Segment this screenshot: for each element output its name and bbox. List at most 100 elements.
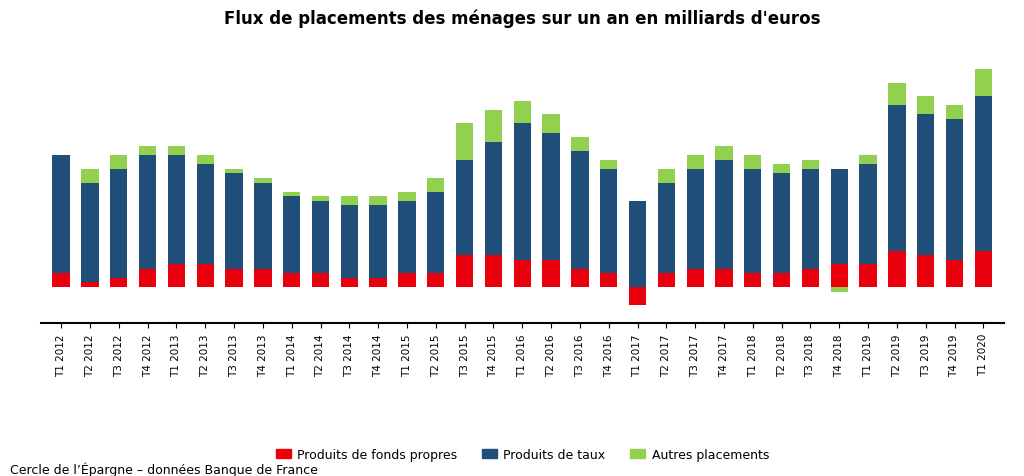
Bar	[81, 183, 98, 283]
Bar	[744, 156, 762, 169]
Bar	[571, 138, 589, 151]
Bar	[139, 156, 157, 269]
Text: Cercle de l’Épargne – données Banque de France: Cercle de l’Épargne – données Banque de …	[10, 462, 318, 476]
Bar	[168, 156, 185, 265]
Bar	[802, 160, 819, 169]
Bar	[225, 174, 243, 269]
Bar	[773, 274, 791, 288]
Bar	[81, 169, 98, 183]
Bar	[254, 178, 271, 183]
Bar	[744, 274, 762, 288]
Bar	[427, 274, 444, 288]
Bar	[312, 201, 329, 274]
Bar	[686, 169, 703, 269]
Bar	[514, 260, 530, 288]
Bar	[830, 169, 848, 265]
Bar	[427, 178, 444, 192]
Bar	[398, 192, 416, 201]
Bar	[168, 147, 185, 156]
Bar	[283, 274, 300, 288]
Bar	[686, 156, 703, 169]
Bar	[571, 151, 589, 269]
Bar	[398, 274, 416, 288]
Bar	[802, 169, 819, 269]
Bar	[370, 206, 387, 278]
Bar	[600, 169, 617, 274]
Bar	[514, 101, 530, 124]
Bar	[773, 165, 791, 174]
Bar	[918, 115, 934, 256]
Bar	[484, 256, 502, 288]
Bar	[918, 256, 934, 288]
Bar	[629, 201, 646, 288]
Bar	[657, 183, 675, 274]
Bar	[975, 251, 992, 288]
Bar	[197, 265, 214, 288]
Bar	[918, 97, 934, 115]
Bar	[484, 142, 502, 256]
Bar	[370, 278, 387, 288]
Bar	[341, 197, 358, 206]
Bar	[657, 274, 675, 288]
Bar	[830, 288, 848, 292]
Bar	[600, 160, 617, 169]
Bar	[946, 106, 964, 119]
Bar	[629, 288, 646, 306]
Bar	[975, 70, 992, 97]
Bar	[744, 169, 762, 274]
Legend: Produits de fonds propres, Produits de taux, Autres placements: Produits de fonds propres, Produits de t…	[270, 443, 774, 466]
Bar	[341, 278, 358, 288]
Bar	[111, 278, 127, 288]
Bar	[716, 147, 732, 160]
Bar	[139, 269, 157, 288]
Bar	[716, 269, 732, 288]
Bar	[888, 83, 905, 106]
Bar	[514, 124, 530, 260]
Bar	[197, 156, 214, 165]
Bar	[139, 147, 157, 156]
Bar	[888, 251, 905, 288]
Bar	[456, 160, 473, 256]
Bar	[456, 256, 473, 288]
Bar	[111, 169, 127, 278]
Bar	[398, 201, 416, 274]
Bar	[859, 156, 877, 165]
Bar	[456, 124, 473, 160]
Bar	[254, 183, 271, 269]
Bar	[52, 156, 70, 274]
Bar	[543, 115, 560, 133]
Bar	[168, 265, 185, 288]
Bar	[341, 206, 358, 278]
Bar	[427, 192, 444, 274]
Bar	[946, 260, 964, 288]
Bar	[81, 283, 98, 288]
Bar	[946, 119, 964, 260]
Bar	[254, 269, 271, 288]
Bar	[716, 160, 732, 269]
Bar	[283, 192, 300, 197]
Title: Flux de placements des ménages sur un an en milliards d'euros: Flux de placements des ménages sur un an…	[224, 10, 820, 28]
Bar	[543, 260, 560, 288]
Bar	[859, 165, 877, 265]
Bar	[283, 197, 300, 274]
Bar	[830, 265, 848, 288]
Bar	[686, 269, 703, 288]
Bar	[225, 269, 243, 288]
Bar	[600, 274, 617, 288]
Bar	[370, 197, 387, 206]
Bar	[484, 110, 502, 142]
Bar	[312, 197, 329, 201]
Bar	[111, 156, 127, 169]
Bar	[802, 269, 819, 288]
Bar	[312, 274, 329, 288]
Bar	[657, 169, 675, 183]
Bar	[975, 97, 992, 251]
Bar	[859, 265, 877, 288]
Bar	[52, 274, 70, 288]
Bar	[543, 133, 560, 260]
Bar	[571, 269, 589, 288]
Bar	[197, 165, 214, 265]
Bar	[773, 174, 791, 274]
Bar	[888, 106, 905, 251]
Bar	[225, 169, 243, 174]
